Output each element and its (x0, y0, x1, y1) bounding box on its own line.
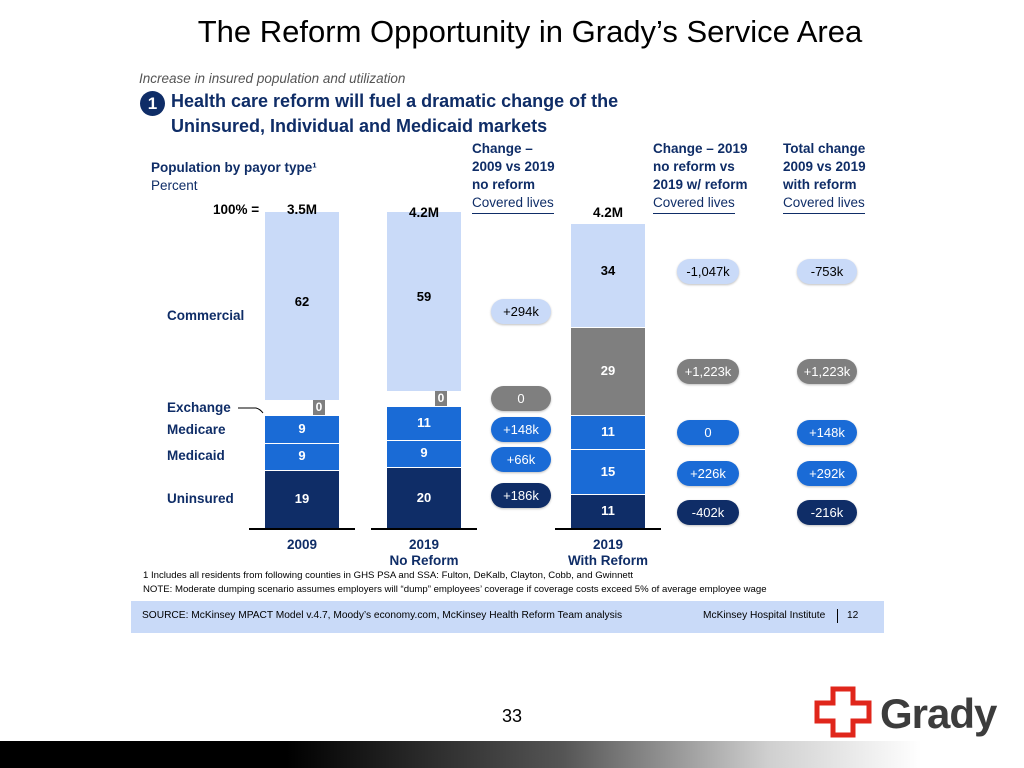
bar-total-label: 4.2M (409, 205, 440, 220)
category-label-line2: No Reform (389, 553, 459, 568)
chart-unit: Percent (151, 178, 198, 193)
category-label: 2019 With Reform (543, 537, 673, 569)
change-pill-exchange: 0 (491, 386, 551, 411)
bar-segment-medicare (265, 415, 339, 443)
bar-segment-medicare (571, 415, 645, 449)
header-covered-lives: Covered lives (472, 194, 554, 214)
segment-label-commercial: 62 (294, 293, 310, 309)
page-separator (837, 609, 838, 623)
change-pill-medicaid: +226k (677, 461, 739, 486)
step-badge: 1 (140, 91, 165, 116)
header-line: Change – (472, 141, 533, 156)
change-pill-uninsured: -216k (797, 500, 857, 525)
segment-label-medicare: 11 (601, 423, 615, 439)
change-pill-medicaid: +66k (491, 447, 551, 472)
bar-baseline (555, 528, 661, 530)
segment-label-medicare: 9 (298, 420, 306, 436)
category-label-line1: 2019 (592, 537, 624, 552)
header-line: no reform (472, 177, 536, 192)
chart-headline-line1: Health care reform will fuel a dramatic … (171, 91, 619, 111)
segment-label-medicaid: 15 (600, 463, 616, 479)
header-line: no reform vs (653, 159, 735, 174)
segment-label-commercial: 59 (416, 289, 432, 305)
change-pill-medicare: +148k (797, 420, 857, 445)
bar-segment-uninsured (387, 467, 461, 528)
header-line: 2009 vs 2019 (472, 159, 555, 174)
category-label-line1: 2019 (408, 537, 440, 552)
change-pill-uninsured: +186k (491, 483, 551, 508)
bar-segment-medicaid (265, 442, 339, 471)
bar-segment-commercial (387, 211, 461, 391)
category-label-line1: 2009 (286, 537, 318, 552)
bar-segment-medicaid (387, 439, 461, 467)
bar-segment-uninsured (265, 470, 339, 528)
bar-baseline (249, 528, 355, 530)
note: NOTE: Moderate dumping scenario assumes … (143, 584, 767, 595)
segment-zero-marker-exchange: 0 (435, 391, 447, 406)
exchange-leader-line (238, 407, 264, 414)
header-line: Total change (783, 141, 866, 156)
footnote: 1 Includes all residents from following … (143, 570, 634, 581)
segment-label-uninsured: 19 (294, 491, 310, 507)
header-line: with reform (783, 177, 857, 192)
total-prefix: 100% = (213, 202, 260, 217)
chart-headline-line2: Uninsured, Individual and Medicaid marke… (171, 116, 548, 136)
bar-segment-commercial (571, 223, 645, 327)
bar-total-label: 4.2M (593, 205, 624, 220)
segment-label-uninsured: 11 (601, 503, 615, 519)
category-label-line2: With Reform (567, 553, 649, 568)
header-line: Change – 2019 (653, 141, 748, 156)
segment-label-uninsured: 20 (416, 489, 432, 505)
slide-number: 33 (501, 706, 523, 726)
row-label-medicare: Medicare (167, 422, 226, 437)
slide-title: The Reform Opportunity in Grady’s Servic… (197, 14, 863, 49)
change-pill-medicaid: +292k (797, 461, 857, 486)
bar-segment-commercial (265, 211, 339, 401)
bar-total-label: 3.5M (287, 202, 318, 217)
panel-page-number: 12 (847, 610, 859, 621)
change-pill-commercial: -753k (797, 259, 857, 284)
segment-label-exchange: 29 (600, 362, 616, 378)
chart-title: Population by payor type¹ (151, 160, 317, 175)
category-label: 2019 No Reform (359, 537, 489, 569)
change-header-total: Total change 2009 vs 2019 with reform Co… (783, 140, 866, 214)
change-header-reform-vs-no-reform: Change – 2019 no reform vs 2019 w/ refor… (653, 140, 748, 214)
segment-label-medicare: 11 (417, 414, 431, 430)
bar-segment-medicare (387, 406, 461, 440)
bar-segment-medicaid (571, 448, 645, 495)
row-label-medicaid: Medicaid (167, 448, 225, 463)
header-covered-lives: Covered lives (783, 194, 865, 214)
change-pill-exchange: +1,223k (797, 359, 857, 384)
header-line: 2019 w/ reform (653, 177, 748, 192)
change-pill-uninsured: -402k (677, 500, 739, 525)
row-label-commercial: Commercial (167, 308, 245, 323)
row-label-exchange: Exchange (167, 400, 231, 415)
change-pill-exchange: +1,223k (677, 359, 739, 384)
change-pill-medicare: 0 (677, 420, 739, 445)
change-pill-medicare: +148k (491, 417, 551, 442)
segment-label-medicaid: 9 (298, 448, 306, 464)
category-label: 2009 (237, 537, 367, 553)
header-covered-lives: Covered lives (653, 194, 735, 214)
header-line: 2009 vs 2019 (783, 159, 866, 174)
grady-logo-text: Grady (880, 690, 997, 737)
bottom-gradient-bar (0, 741, 1024, 768)
row-label-uninsured: Uninsured (167, 491, 234, 506)
chart-subtitle: Increase in insured population and utili… (139, 71, 406, 86)
bar-segment-exchange (571, 326, 645, 416)
source-bar (131, 601, 884, 633)
change-pill-commercial: -1,047k (677, 259, 739, 284)
source-text: SOURCE: McKinsey MPACT Model v.4.7, Mood… (142, 610, 623, 621)
grady-cross-logo-icon (814, 686, 872, 738)
change-header-no-reform: Change – 2009 vs 2019 no reform Covered … (472, 140, 555, 214)
segment-label-medicaid: 9 (420, 445, 428, 461)
bar-baseline (371, 528, 477, 530)
segment-zero-marker-exchange: 0 (313, 400, 325, 416)
segment-label-commercial: 34 (600, 262, 616, 278)
change-pill-commercial: +294k (491, 299, 551, 324)
bar-segment-uninsured (571, 494, 645, 528)
brand-text: McKinsey Hospital Institute (703, 610, 826, 621)
